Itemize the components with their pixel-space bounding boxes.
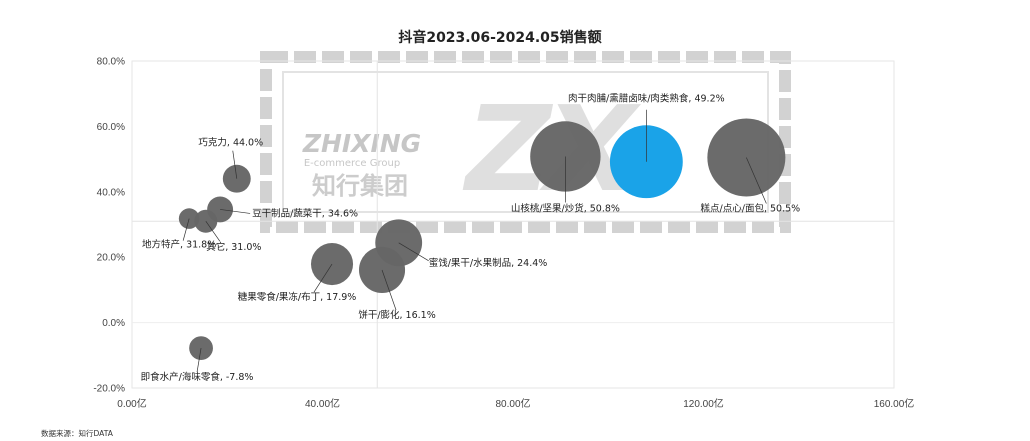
axes: 0.00亿 40.00亿 80.00亿 120.00亿 160.00亿 -20.0% 0.0… <box>93 57 914 411</box>
leader-line <box>381 269 397 311</box>
bubble-label: 糖果零食/果冻/布丁, 17.9% <box>238 291 357 303</box>
bubble-labels: 肉干肉脯/熏腊卤味/肉类熟食, 49.2% 山核桃/坚果/炒货, 50.8% 糕点/… <box>141 93 801 383</box>
plot-frame <box>131 60 895 389</box>
leader-line <box>182 218 190 241</box>
bubble-label: 蜜饯/果干/水果制品, 24.4% <box>429 257 548 269</box>
bubble-label: 巧克力, 44.0% <box>198 137 263 149</box>
bubble-label: 豆干制品/蔬菜干, 34.6% <box>252 207 358 219</box>
source-note: 数据来源：知行DATA <box>41 428 114 438</box>
plot-area-border <box>131 60 895 389</box>
leader-line <box>398 242 429 262</box>
y-tick-label: 80.0% <box>97 57 125 68</box>
bubble-label: 地方特产, 31.8% <box>142 239 216 251</box>
x-tick-label: 40.00亿 <box>305 397 340 410</box>
leader-line <box>220 209 251 214</box>
leader-line <box>313 263 333 293</box>
y-tick-label: 0.0% <box>102 318 125 329</box>
bubble <box>194 209 218 233</box>
bubble-label: 饼干/膨化, 16.1% <box>358 309 435 321</box>
chart-title: 抖音2023.06-2024.05销售额 <box>398 29 601 46</box>
bubble-label: 肉干肉脯/熏腊卤味/肉类熟食, 49.2% <box>568 93 725 105</box>
x-tick-label: 0.00亿 <box>117 397 146 410</box>
bubble-label: 其它, 31.0% <box>206 241 261 253</box>
leader-line <box>205 221 221 242</box>
watermark-frame <box>260 51 791 233</box>
x-tick-label: 120.00亿 <box>683 397 724 410</box>
bubble-label: 山核桃/坚果/炒货, 50.8% <box>511 202 620 214</box>
leader-line <box>232 150 238 179</box>
bubble-label: 糕点/点心/面包, 50.5% <box>701 202 801 214</box>
bubble-label: 即食水产/海味零食, -7.8% <box>141 371 254 383</box>
y-tick-label: 20.0% <box>97 253 125 264</box>
x-tick-label: 160.00亿 <box>874 397 915 410</box>
x-tick-label: 80.00亿 <box>495 397 530 410</box>
watermark-line3: 知行集团 <box>312 172 408 200</box>
leader-line <box>746 157 767 204</box>
y-tick-label: -20.0% <box>93 384 125 395</box>
watermark-line1: ZHIXING <box>302 129 421 158</box>
leader-line <box>196 348 202 373</box>
y-tick-label: 60.0% <box>97 122 125 133</box>
watermark-line2: E-commerce Group <box>304 158 400 169</box>
y-tick-label: 40.0% <box>97 187 125 198</box>
